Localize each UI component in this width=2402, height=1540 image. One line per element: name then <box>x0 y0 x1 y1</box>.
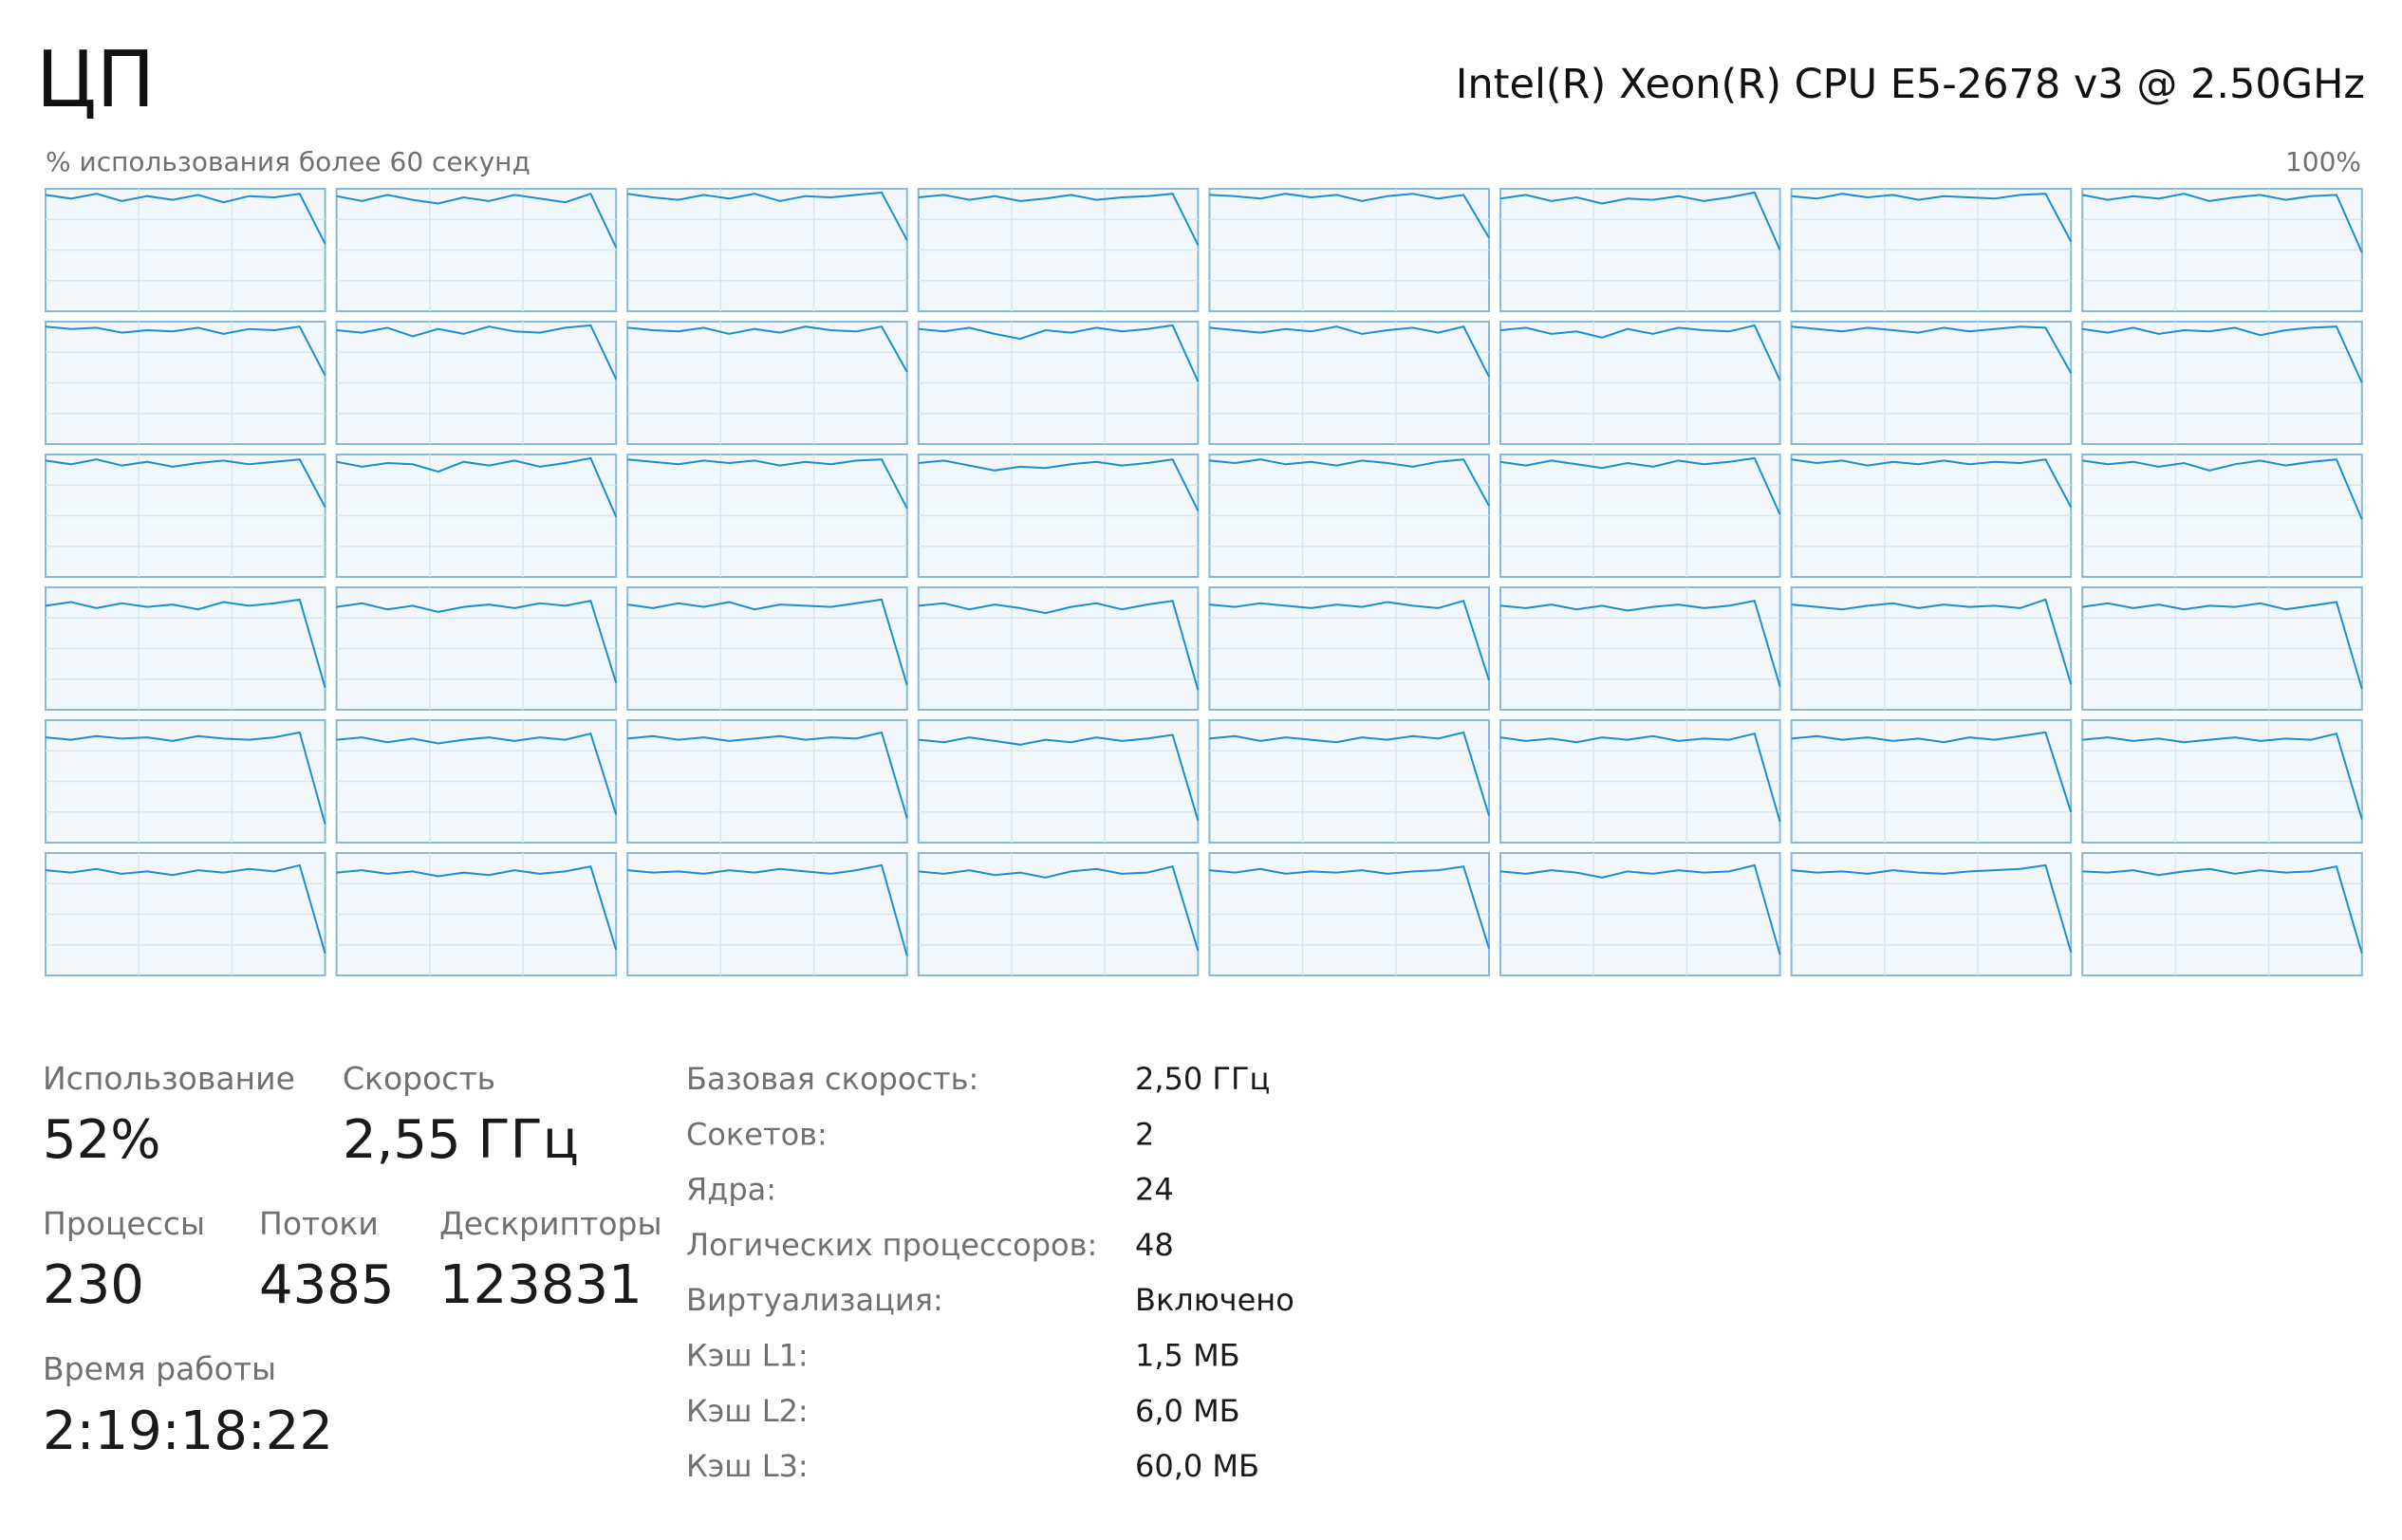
core-usage-line <box>627 191 908 241</box>
detail-value: 1,5 МБ <box>1135 1338 1240 1374</box>
core-usage-line <box>336 456 618 518</box>
page-title: ЦП <box>36 35 155 125</box>
core-usage-line <box>1499 456 1781 515</box>
core-usage-line <box>1209 865 1490 949</box>
detail-label: Логических процессоров: <box>686 1227 1097 1263</box>
stat-label: Использование <box>43 1060 295 1097</box>
core-usage-line <box>2082 601 2363 690</box>
detail-value: 6,0 МБ <box>1135 1393 1240 1429</box>
stat-label: Потоки <box>259 1205 379 1242</box>
core-usage-line <box>2082 325 2363 383</box>
core-usage-line <box>336 600 618 683</box>
detail-value: 60,0 МБ <box>1135 1448 1259 1484</box>
core-usage-line <box>627 598 908 686</box>
stat-label: Дескрипторы <box>439 1205 662 1242</box>
core-usage-line <box>627 731 908 819</box>
core-usage-line <box>1499 733 1781 823</box>
core-usage-line <box>1209 325 1490 378</box>
detail-label: Ядра: <box>686 1172 776 1208</box>
core-usage-line <box>918 458 1200 511</box>
core-usage-line <box>45 325 326 377</box>
stat-value: 230 <box>43 1254 144 1316</box>
core-usage-line <box>45 193 326 245</box>
detail-label: Виртуализация: <box>686 1282 943 1318</box>
core-usage-line <box>1791 731 2073 813</box>
core-usage-line <box>1791 863 2073 953</box>
core-graphs <box>45 188 2363 976</box>
core-usage-line <box>2082 193 2363 253</box>
stat-label: Время работы <box>43 1350 276 1387</box>
core-usage-line <box>1499 191 1781 250</box>
detail-value: 24 <box>1135 1172 1174 1208</box>
detail-label: Сокетов: <box>686 1116 828 1152</box>
core-usage-line <box>336 324 618 380</box>
core-usage-line <box>45 598 326 689</box>
detail-value: 2 <box>1135 1116 1154 1152</box>
stat-value: 52% <box>43 1109 160 1171</box>
stat-label: Процессы <box>43 1205 205 1242</box>
detail-label: Кэш L1: <box>686 1338 809 1374</box>
stat-label: Скорость <box>343 1060 495 1097</box>
core-usage-line <box>1791 598 2073 685</box>
graph-max: 100% <box>2285 146 2361 177</box>
core-usage-line <box>1791 458 2073 508</box>
core-usage-line <box>336 192 618 249</box>
stat-value: 2,55 ГГц <box>343 1109 579 1171</box>
core-usage-line <box>1209 458 1490 507</box>
core-usage-line <box>1209 193 1490 239</box>
core-usage-line <box>1209 731 1490 816</box>
stat-value: 2:19:18:22 <box>43 1401 333 1462</box>
graph-caption: % использования более 60 секунд <box>46 146 531 177</box>
detail-label: Кэш L2: <box>686 1393 809 1429</box>
core-usage-line <box>45 863 326 955</box>
details-table: Базовая скорость: 2,50 ГГц Сокетов: 2 Ядра: 2… <box>686 1061 1294 1484</box>
core-usage-line <box>918 865 1200 952</box>
cpu-name: Intel(R) Xeon(R) CPU E5-2678 v3 @ 2.50GH… <box>1456 61 2365 108</box>
stat-value: 4385 <box>259 1254 395 1316</box>
core-usage-line <box>2082 458 2363 520</box>
detail-value: 2,50 ГГц <box>1135 1061 1270 1097</box>
core-usage-line <box>2082 865 2363 955</box>
core-usage-line <box>918 733 1200 822</box>
core-usage-line <box>1499 863 1781 956</box>
core-usage-line <box>336 733 618 815</box>
core-usage-line <box>918 600 1200 691</box>
core-usage-line <box>627 863 908 956</box>
detail-label: Кэш L3: <box>686 1448 809 1484</box>
core-usage-line <box>1209 599 1490 681</box>
core-usage-line <box>1791 193 2073 242</box>
core-usage-line <box>2082 733 2363 820</box>
core-usage-line <box>45 458 326 508</box>
detail-value: Включено <box>1135 1282 1294 1318</box>
detail-value: 48 <box>1135 1227 1174 1263</box>
core-usage-line <box>627 458 908 510</box>
core-usage-line <box>918 324 1200 382</box>
core-usage-line <box>45 731 326 825</box>
core-usage-line <box>1791 325 2073 374</box>
stat-value: 123831 <box>439 1254 642 1316</box>
core-usage-line <box>627 325 908 373</box>
core-usage-line <box>918 193 1200 246</box>
core-usage-line <box>1499 324 1781 381</box>
core-usage-line <box>336 865 618 951</box>
core-usage-line <box>1499 600 1781 687</box>
detail-label: Базовая скорость: <box>686 1061 978 1097</box>
